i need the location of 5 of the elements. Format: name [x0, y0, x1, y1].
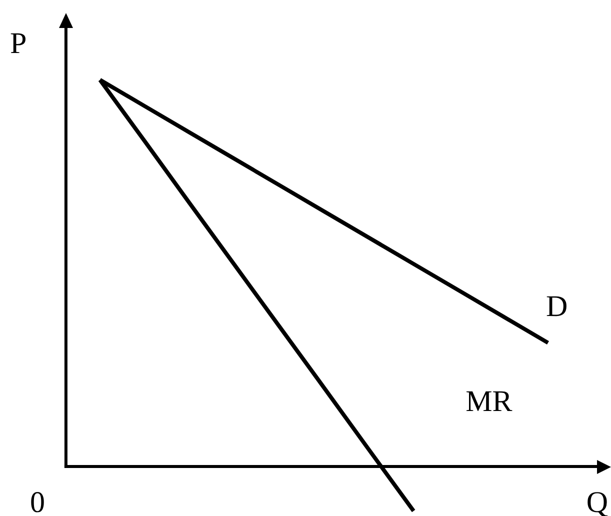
- text: MR: [466, 384, 512, 418]
- series-label: D: [546, 290, 568, 323]
- x-axis-title: Q: [586, 486, 608, 516]
- y-axis-title: P: [10, 27, 27, 60]
- text: 0: [30, 486, 45, 516]
